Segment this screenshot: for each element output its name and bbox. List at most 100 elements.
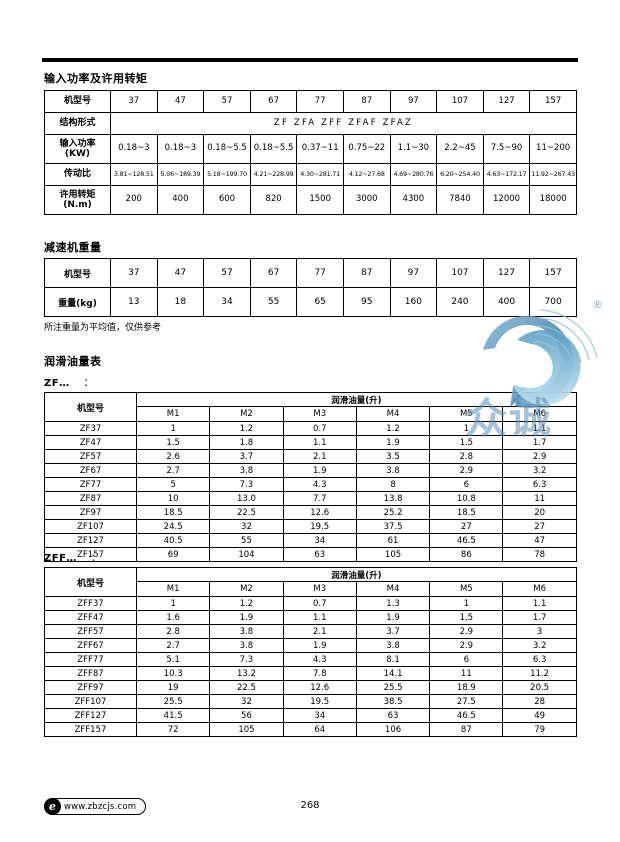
section-title-input-power: 输入功率及许用转矩 bbox=[44, 72, 148, 85]
cell: 67 bbox=[249, 258, 298, 288]
table-row: ZFF47 1.6 1.9 1.1 1.9 1.5 1.7 bbox=[44, 610, 577, 625]
table-header-row: 机型号 润滑油量(升) bbox=[44, 567, 577, 597]
registered-trademark-icon: ® bbox=[592, 298, 603, 311]
cell: 6.20~254.40 bbox=[436, 163, 484, 186]
table-row: ZF157 69 104 63 105 86 78 bbox=[44, 547, 577, 562]
cell: 3.2 bbox=[502, 463, 577, 478]
cell: 37 bbox=[110, 258, 158, 288]
cell: 106 bbox=[355, 722, 431, 737]
cell: 27.5 bbox=[429, 694, 504, 709]
cell: 2.9 bbox=[429, 463, 504, 478]
cell: 10 bbox=[135, 491, 211, 506]
table-oil-zff: 机型号 润滑油量(升) M1 M2 M3 M4 M5 M6 ZFF37 1 1.2 0… bbox=[44, 567, 577, 737]
row-label: 传动比 bbox=[44, 163, 111, 186]
cell: 63 bbox=[282, 547, 357, 562]
cell: 4.63~172.17 bbox=[482, 163, 531, 186]
cell: 0.18~3 bbox=[110, 134, 158, 164]
cell-model: ZF127 bbox=[44, 533, 137, 548]
cell: 14.1 bbox=[355, 666, 431, 681]
cell: 157 bbox=[529, 90, 577, 113]
website-pill[interactable]: e www.zbzcjs.com bbox=[44, 798, 147, 815]
cell: 12000 bbox=[482, 185, 531, 215]
cell: 1.1~30 bbox=[389, 134, 438, 164]
table-row: ZF97 18.5 22.5 12.6 25.2 18.5 20 bbox=[44, 505, 577, 520]
cell: 25.5 bbox=[355, 680, 431, 695]
cell-model: ZF87 bbox=[44, 491, 137, 506]
cell: 2.7 bbox=[135, 638, 211, 653]
cell-model: ZF67 bbox=[44, 463, 137, 478]
header-rule bbox=[42, 58, 578, 62]
cell: 1.2 bbox=[355, 421, 431, 436]
cell: 77 bbox=[296, 258, 344, 288]
header-mount-m3: M3 bbox=[282, 406, 357, 422]
cell: 7840 bbox=[436, 185, 484, 215]
cell: 11~200 bbox=[529, 134, 577, 164]
cell: 4.3 bbox=[282, 652, 357, 667]
table-gearbox-weight: 机型号 37 47 57 67 77 87 97 107 127 157 重量(… bbox=[44, 258, 577, 317]
cell: 400 bbox=[482, 287, 531, 317]
cell: 107 bbox=[436, 258, 484, 288]
header-oil-group: 润滑油量(升) bbox=[136, 567, 577, 582]
cell: 2.9 bbox=[429, 624, 504, 639]
table-row: ZF107 24.5 32 19.5 37.5 27 27 bbox=[44, 519, 577, 534]
cell: 37 bbox=[110, 90, 158, 113]
cell: 12.6 bbox=[282, 505, 357, 520]
cell: 0.37~11 bbox=[296, 134, 344, 164]
cell: 5.06~189.39 bbox=[156, 163, 205, 186]
cell: 18 bbox=[156, 287, 205, 317]
cell: 27 bbox=[502, 519, 577, 534]
cell-structure-types: ZF ZFA ZFF ZFAF ZFAZ bbox=[110, 112, 577, 135]
cell-model: ZFF57 bbox=[44, 624, 137, 639]
cell: 37.5 bbox=[355, 519, 431, 534]
cell-model: ZF157 bbox=[44, 547, 137, 562]
cell: 3.7 bbox=[209, 449, 284, 464]
cell: 3.8 bbox=[209, 624, 284, 639]
table-row: ZF47 1.5 1.8 1.1 1.9 1.5 1.7 bbox=[44, 435, 577, 450]
table-row: 结构形式 ZF ZFA ZFF ZFAF ZFAZ bbox=[44, 112, 577, 135]
cell: 0.7 bbox=[282, 421, 357, 436]
cell: 41.5 bbox=[135, 708, 211, 723]
cell: 107 bbox=[436, 90, 484, 113]
cell: 46.5 bbox=[429, 533, 504, 548]
cell: 127 bbox=[482, 258, 531, 288]
row-label: 重量(kg) bbox=[44, 287, 111, 317]
cell: 6 bbox=[429, 652, 504, 667]
cell: 32 bbox=[209, 694, 284, 709]
header-model: 机型号 bbox=[44, 392, 137, 422]
cell: 6 bbox=[429, 477, 504, 492]
subsection-label-zff-text: ZFF… bbox=[44, 553, 77, 564]
footer-website-badge[interactable]: e www.zbzcjs.com bbox=[44, 798, 147, 815]
cell: 56 bbox=[209, 708, 284, 723]
table-row: 许用转矩 (N.m) 200 400 600 820 1500 3000 430… bbox=[44, 185, 577, 215]
table-row: ZF37 1 1.2 0.7 1.2 1 1.1 bbox=[44, 421, 577, 436]
cell: 3.8 bbox=[209, 463, 284, 478]
cell: 1.1 bbox=[282, 610, 357, 625]
cell: 1.7 bbox=[502, 610, 577, 625]
table-header-row: 机型号 润滑油量(升) bbox=[44, 392, 577, 422]
cell-model: ZFF157 bbox=[44, 722, 137, 737]
cell: 27 bbox=[429, 519, 504, 534]
cell: 3.8 bbox=[209, 638, 284, 653]
cell-model: ZF77 bbox=[44, 477, 137, 492]
cell-model: ZF37 bbox=[44, 421, 137, 436]
cell: 200 bbox=[110, 185, 158, 215]
cell: 0.7 bbox=[282, 596, 357, 611]
cell: 46.5 bbox=[429, 708, 504, 723]
cell: 18.9 bbox=[429, 680, 504, 695]
cell: 157 bbox=[529, 258, 577, 288]
cell-model: ZFF67 bbox=[44, 638, 137, 653]
cell: 2.1 bbox=[282, 624, 357, 639]
table-row: ZF67 2.7 3.8 1.9 3.8 2.9 3.2 bbox=[44, 463, 577, 478]
cell: 95 bbox=[342, 287, 391, 317]
row-label: 机型号 bbox=[44, 258, 111, 288]
cell-model: ZF97 bbox=[44, 505, 137, 520]
cell: 65 bbox=[296, 287, 344, 317]
cell: 1.3 bbox=[355, 596, 431, 611]
cell: 87 bbox=[342, 90, 391, 113]
cell: 57 bbox=[203, 90, 251, 113]
cell: 87 bbox=[342, 258, 391, 288]
website-url[interactable]: www.zbzcjs.com bbox=[64, 801, 137, 812]
cell: 18000 bbox=[529, 185, 577, 215]
table-row: 输入功率 (KW) 0.18~3 0.18~3 0.18~5.5 0.18~5.… bbox=[44, 134, 577, 164]
table-row: ZF127 40.5 55 34 61 46.5 47 bbox=[44, 533, 577, 548]
